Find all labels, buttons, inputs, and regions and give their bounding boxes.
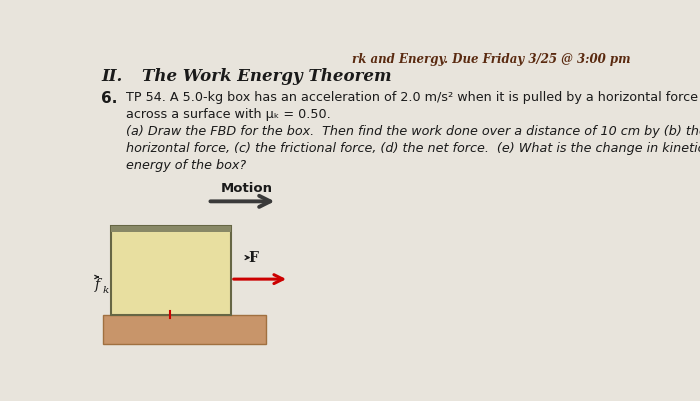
Text: II.: II. [102,68,122,85]
Text: TP 54. A 5.0-kg box has an acceleration of 2.0 m/s² when it is pulled by a horiz: TP 54. A 5.0-kg box has an acceleration … [126,91,699,104]
Bar [103,314,266,344]
Text: energy of the box?: energy of the box? [126,159,246,172]
Text: horizontal force, (c) the frictional force, (d) the net force.  (e) What is the : horizontal force, (c) the frictional for… [126,142,700,155]
Text: F: F [248,251,258,265]
Text: Motion: Motion [220,182,272,195]
Text: (a) Draw the FBD for the box.  Then find the work done over a distance of 10 cm : (a) Draw the FBD for the box. Then find … [126,125,700,138]
Text: The Work Energy Theorem: The Work Energy Theorem [141,68,391,85]
Text: k: k [102,286,108,295]
Text: across a surface with μₖ = 0.50.: across a surface with μₖ = 0.50. [126,108,331,121]
Text: rk and Energy. Due Friday 3/25 @ 3:00 pm: rk and Energy. Due Friday 3/25 @ 3:00 pm [351,53,630,66]
Text: 6.: 6. [102,91,118,106]
Bar [111,226,231,232]
Bar [111,226,231,314]
Text: f: f [95,278,100,292]
